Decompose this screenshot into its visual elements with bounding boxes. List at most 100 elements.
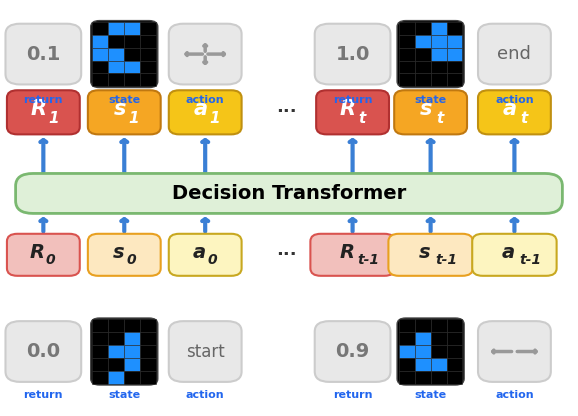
Text: state: state <box>414 390 447 400</box>
Bar <box>140 35 156 47</box>
Bar <box>109 35 124 47</box>
FancyBboxPatch shape <box>169 234 242 276</box>
Bar <box>124 345 140 358</box>
FancyBboxPatch shape <box>478 24 551 84</box>
Bar <box>431 319 446 332</box>
Text: action: action <box>186 390 224 400</box>
Bar <box>140 371 156 384</box>
Bar <box>109 358 124 371</box>
Bar <box>446 60 462 73</box>
Text: s: s <box>419 243 431 262</box>
Bar <box>92 319 109 332</box>
Text: 0: 0 <box>208 253 217 267</box>
Bar <box>140 332 156 345</box>
Bar <box>399 332 415 345</box>
Text: state: state <box>108 95 140 105</box>
Bar <box>140 73 156 86</box>
Bar <box>140 60 156 73</box>
Text: s: s <box>113 99 126 119</box>
Bar <box>124 22 140 35</box>
Text: 1: 1 <box>48 111 58 126</box>
Bar <box>92 358 109 371</box>
FancyBboxPatch shape <box>316 90 389 134</box>
FancyBboxPatch shape <box>388 234 473 276</box>
Bar <box>140 47 156 60</box>
Text: t-1: t-1 <box>358 253 380 267</box>
Bar <box>399 47 415 60</box>
Text: a: a <box>502 243 515 262</box>
Text: 1: 1 <box>129 111 139 126</box>
Bar <box>415 319 431 332</box>
Text: t: t <box>359 111 366 126</box>
FancyBboxPatch shape <box>91 20 158 87</box>
Bar <box>415 332 431 345</box>
FancyBboxPatch shape <box>7 90 80 134</box>
Bar <box>446 371 462 384</box>
Bar <box>446 47 462 60</box>
FancyBboxPatch shape <box>397 318 464 385</box>
FancyBboxPatch shape <box>16 173 562 213</box>
Text: s: s <box>420 99 432 119</box>
Bar <box>124 358 140 371</box>
Bar <box>140 358 156 371</box>
Text: a: a <box>503 99 517 119</box>
Bar <box>92 73 109 86</box>
Bar <box>431 73 446 86</box>
Text: end: end <box>498 45 531 63</box>
Bar <box>109 73 124 86</box>
Bar <box>431 47 446 60</box>
Text: ···: ··· <box>276 246 297 264</box>
Text: 0.9: 0.9 <box>335 342 370 361</box>
Text: 0: 0 <box>46 253 55 267</box>
Bar <box>415 73 431 86</box>
Bar <box>415 47 431 60</box>
Bar <box>399 35 415 47</box>
Bar <box>109 332 124 345</box>
FancyBboxPatch shape <box>5 321 81 382</box>
Bar <box>446 22 462 35</box>
Text: t-1: t-1 <box>520 253 542 267</box>
Bar <box>124 47 140 60</box>
FancyBboxPatch shape <box>91 318 158 385</box>
Text: start: start <box>186 342 225 361</box>
Text: action: action <box>495 390 533 400</box>
Bar <box>109 22 124 35</box>
Bar <box>431 35 446 47</box>
Bar <box>431 22 446 35</box>
FancyBboxPatch shape <box>7 234 80 276</box>
Bar <box>124 319 140 332</box>
Bar <box>92 60 109 73</box>
Bar <box>431 358 446 371</box>
Bar <box>124 60 140 73</box>
Text: Decision Transformer: Decision Transformer <box>172 184 406 203</box>
FancyBboxPatch shape <box>472 234 557 276</box>
Bar <box>399 22 415 35</box>
Bar <box>415 371 431 384</box>
FancyBboxPatch shape <box>88 234 161 276</box>
FancyBboxPatch shape <box>478 321 551 382</box>
FancyBboxPatch shape <box>314 24 391 84</box>
Bar <box>92 47 109 60</box>
Text: t: t <box>437 111 444 126</box>
Text: return: return <box>24 390 63 400</box>
Bar <box>431 371 446 384</box>
Text: return: return <box>333 390 372 400</box>
Bar <box>124 73 140 86</box>
FancyBboxPatch shape <box>394 90 467 134</box>
Text: a: a <box>194 99 208 119</box>
Bar <box>415 22 431 35</box>
Bar <box>124 35 140 47</box>
Bar <box>92 35 109 47</box>
Bar <box>415 60 431 73</box>
Bar <box>124 371 140 384</box>
Text: t-1: t-1 <box>436 253 458 267</box>
Bar <box>446 358 462 371</box>
Text: s: s <box>113 243 124 262</box>
FancyBboxPatch shape <box>169 90 242 134</box>
FancyBboxPatch shape <box>397 20 464 87</box>
Bar <box>109 345 124 358</box>
Bar <box>446 319 462 332</box>
Bar <box>446 35 462 47</box>
Text: state: state <box>414 95 447 105</box>
Bar <box>399 371 415 384</box>
